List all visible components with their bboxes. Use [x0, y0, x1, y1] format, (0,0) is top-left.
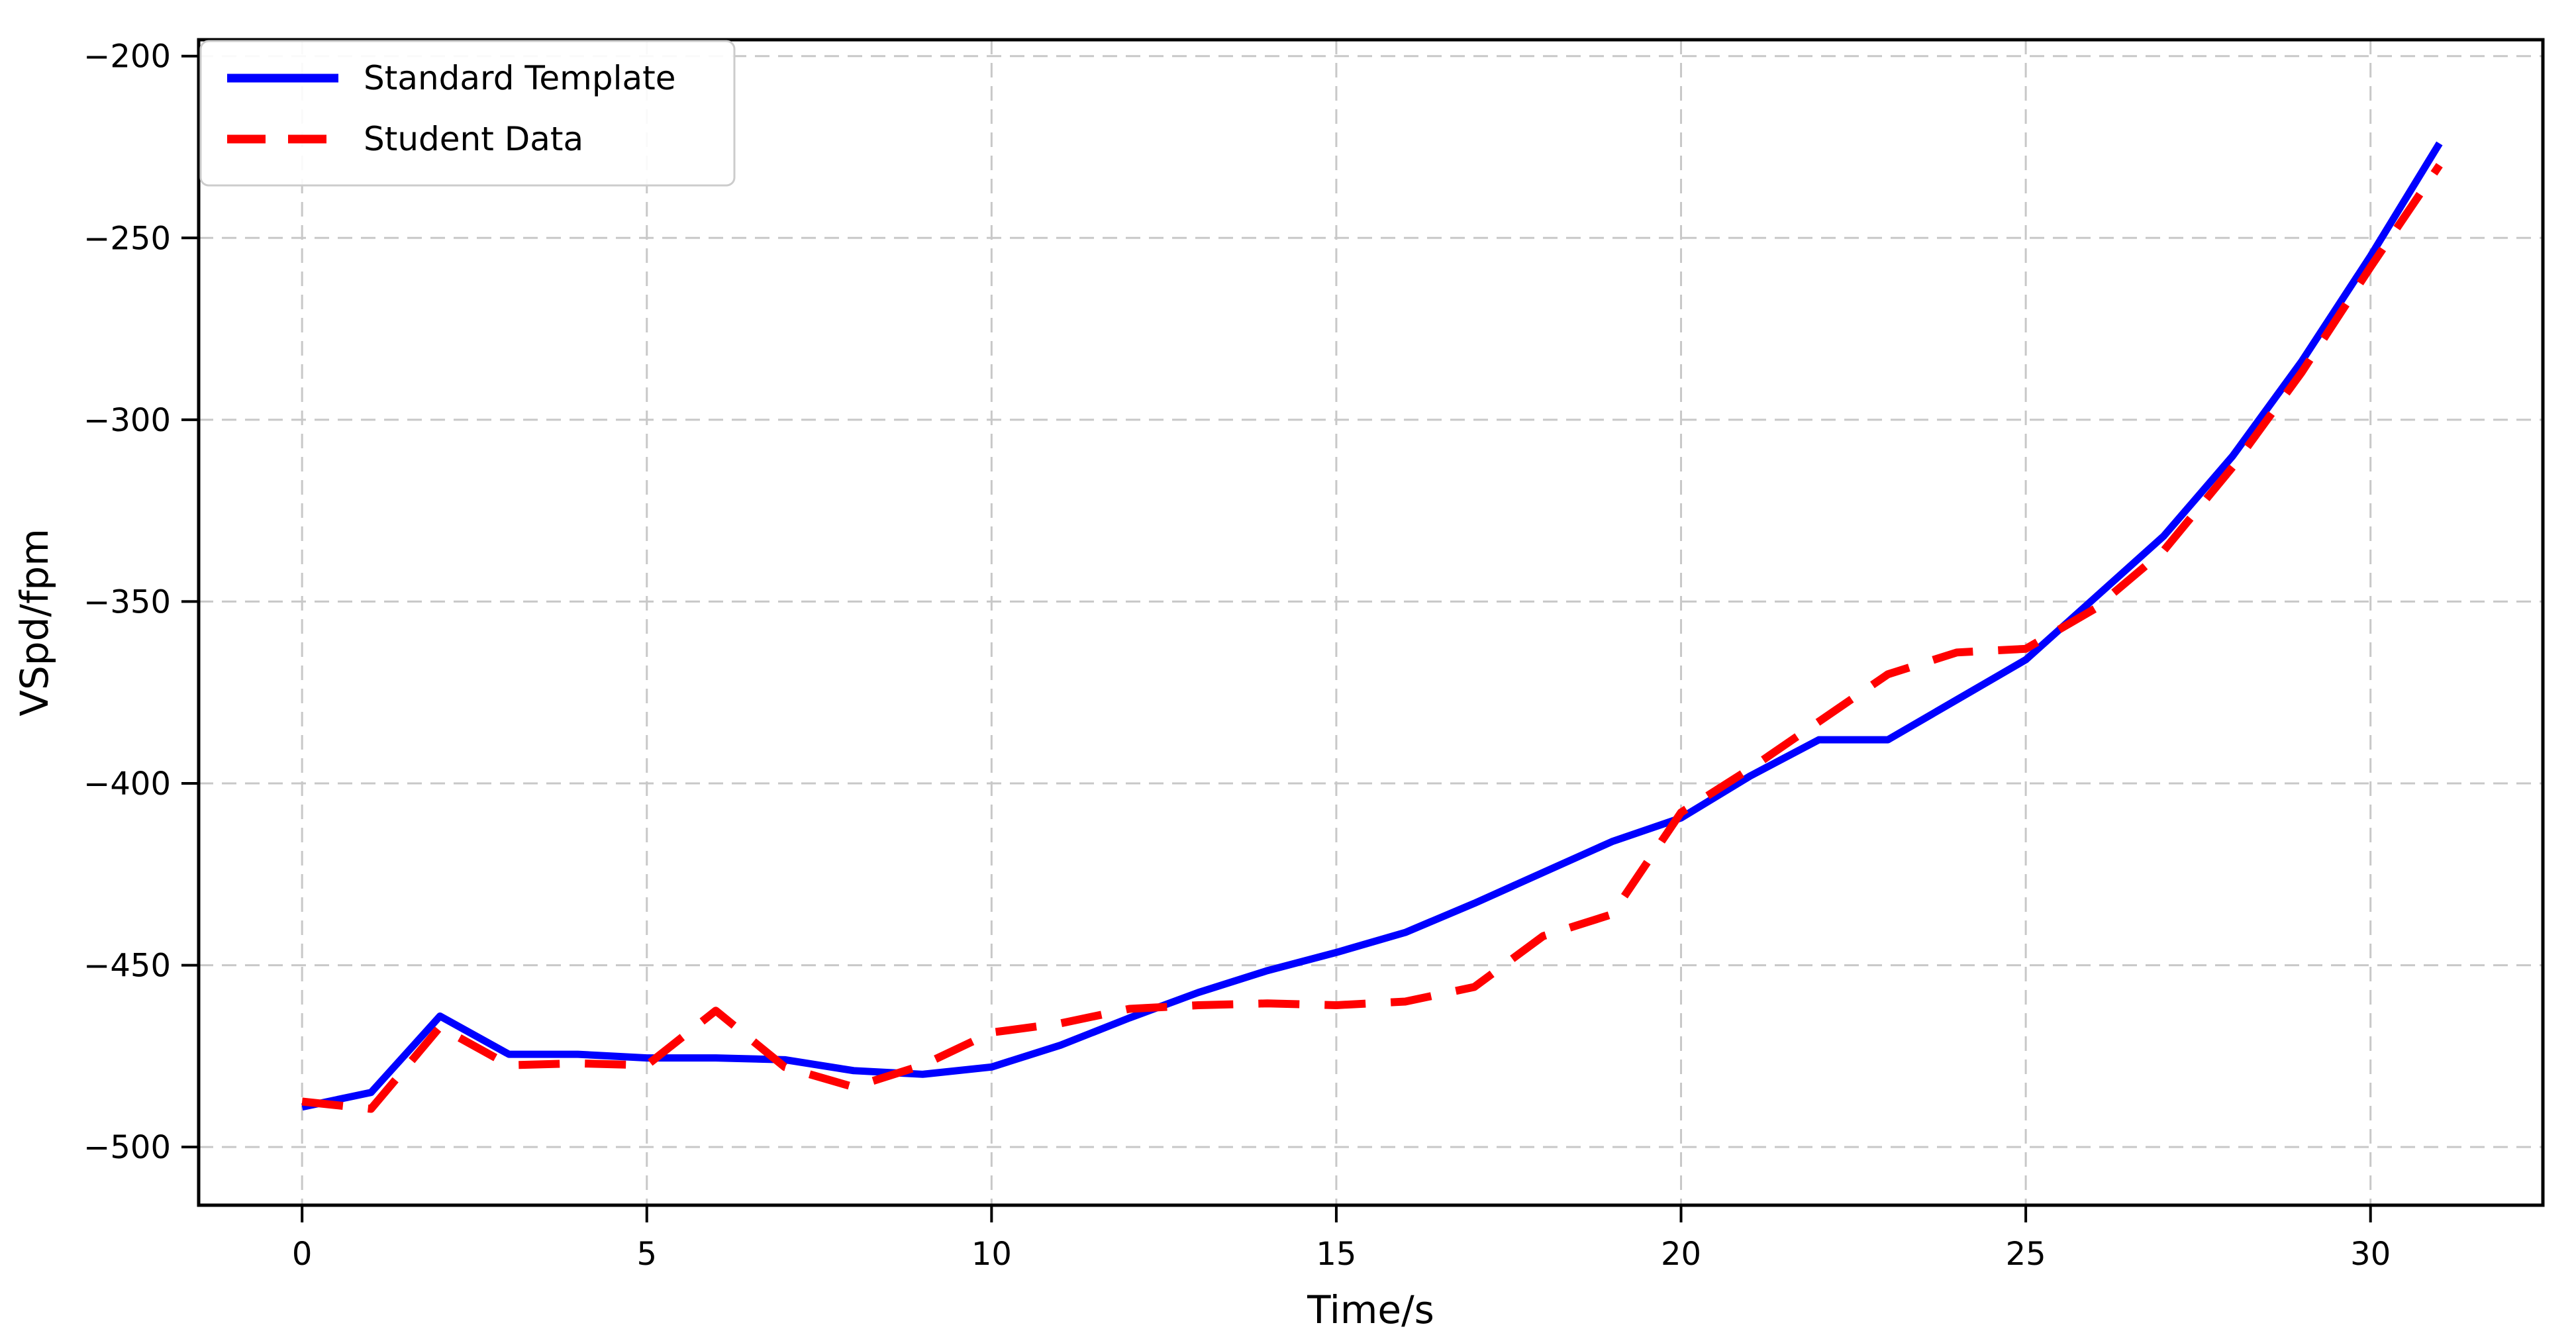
x-tick-label: 20 [1661, 1236, 1701, 1273]
student-data-line [301, 163, 2443, 1113]
y-tick-label: −250 [83, 220, 171, 257]
y-tick-label: −450 [83, 948, 171, 985]
x-axis-label: Time/s [1307, 1287, 1434, 1332]
y-tick-label: −200 [83, 38, 171, 75]
y-tick-label: −400 [83, 765, 171, 803]
legend-label-standard-template: Standard Template [364, 59, 676, 97]
y-tick-label: −350 [83, 583, 171, 620]
legend-label-student-data: Student Data [364, 120, 583, 158]
plot-border [197, 38, 2545, 1207]
standard-template-line [301, 141, 2443, 1111]
y-tick-label: −300 [83, 402, 171, 439]
y-tick-label: −500 [83, 1129, 171, 1166]
x-tick-label: 0 [292, 1236, 313, 1273]
x-tick-label: 25 [2006, 1236, 2046, 1273]
x-tick-label: 10 [971, 1236, 1012, 1273]
x-tick-label: 30 [2350, 1236, 2391, 1273]
x-tick-label: 15 [1316, 1236, 1356, 1273]
x-tick-label: 5 [636, 1236, 657, 1273]
y-axis-label: VSpd/fpm [12, 528, 57, 716]
